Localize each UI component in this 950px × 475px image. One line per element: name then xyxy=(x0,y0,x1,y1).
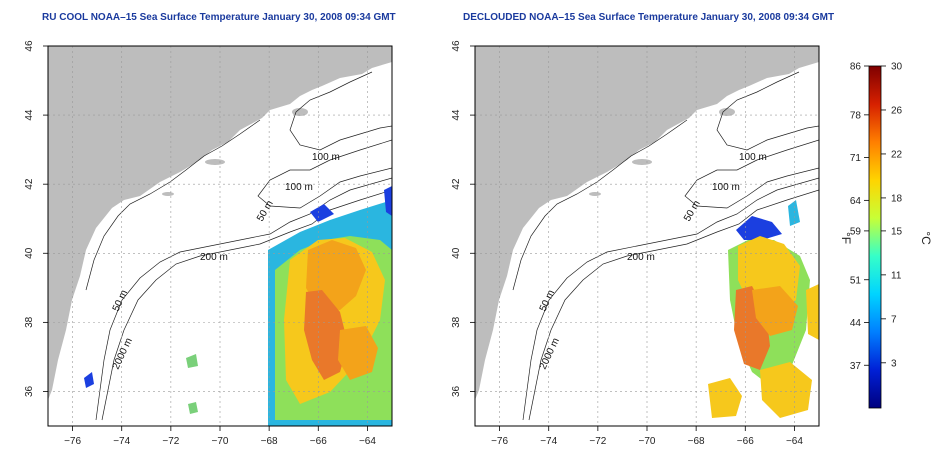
sst-data-left xyxy=(84,186,392,426)
x-tick-label: −64 xyxy=(786,436,803,447)
fahrenheit-label: °F xyxy=(839,232,853,244)
right-map-title: DECLOUDED NOAA–15 Sea Surface Temperatur… xyxy=(463,12,835,23)
colorbar-f-tick-label: 86 xyxy=(850,62,862,73)
colorbar-c-tick-label: 3 xyxy=(891,358,897,369)
y-tick-label: 36 xyxy=(451,385,462,397)
x-tick-label: −70 xyxy=(639,436,656,447)
y-tick-label: 38 xyxy=(451,316,462,328)
y-tick-label: 44 xyxy=(24,109,35,121)
bathymetry-contours xyxy=(512,71,819,421)
colorbar-c-tick-label: 15 xyxy=(891,226,903,237)
contour-label: 100 m xyxy=(712,182,740,193)
colorbar-f-tick-label: 44 xyxy=(850,318,862,329)
colorbar-c-tick-label: 26 xyxy=(891,105,903,116)
x-tick-label: −76 xyxy=(64,436,81,447)
left-map-panel: 100 m 100 m 50 m 200 m 50 m 2000 m −76 −7… xyxy=(24,40,393,447)
y-tick-label: 42 xyxy=(24,178,35,190)
axis-ticks: −76 −74 −72 −70 −68 −66 −64 36 38 40 42 44 46 xyxy=(451,40,803,447)
contour-label: 100 m xyxy=(312,152,340,163)
contour-label: 100 m xyxy=(285,182,313,193)
x-tick-label: −72 xyxy=(162,436,179,447)
y-tick-label: 40 xyxy=(451,247,462,259)
colorbar-gradient xyxy=(868,65,882,409)
land-mass xyxy=(48,46,392,400)
y-tick-label: 44 xyxy=(451,109,462,121)
graticule-grid xyxy=(48,46,392,426)
x-tick-label: −70 xyxy=(212,436,229,447)
land-mass xyxy=(475,46,819,400)
sst-data-right xyxy=(708,200,819,418)
x-tick-label: −66 xyxy=(737,436,754,447)
y-tick-label: 42 xyxy=(451,178,462,190)
colorbar-c-tick-label: 30 xyxy=(891,62,903,73)
y-tick-label: 36 xyxy=(24,385,35,397)
islands xyxy=(162,108,308,196)
contour-label: 200 m xyxy=(200,252,228,263)
colorbar-c-tick-label: 18 xyxy=(891,193,903,204)
x-tick-label: −68 xyxy=(688,436,705,447)
y-tick-label: 40 xyxy=(24,247,35,259)
temperature-colorbar: 86 78 71 64 59 51 44 37 30 26 22 18 15 11 7 3 °F °C xyxy=(839,62,933,409)
colorbar-f-tick-label: 59 xyxy=(850,226,862,237)
x-tick-label: −68 xyxy=(261,436,278,447)
colorbar-ticks: 86 78 71 64 59 51 44 37 30 26 22 18 15 11 7 3 xyxy=(850,62,903,372)
x-tick-label: −76 xyxy=(491,436,508,447)
graticule-grid xyxy=(475,46,819,426)
x-tick-label: −72 xyxy=(589,436,606,447)
colorbar-f-tick-label: 78 xyxy=(850,110,862,121)
colorbar-c-tick-label: 11 xyxy=(891,270,902,281)
colorbar-c-tick-label: 22 xyxy=(891,149,903,160)
y-tick-label: 38 xyxy=(24,316,35,328)
contour-label: 200 m xyxy=(627,252,655,263)
celsius-label: °C xyxy=(919,231,933,245)
contour-label: 100 m xyxy=(739,152,767,163)
colorbar-f-tick-label: 64 xyxy=(850,196,862,207)
x-tick-label: −64 xyxy=(359,436,376,447)
y-tick-label: 46 xyxy=(451,40,462,52)
x-tick-label: −66 xyxy=(310,436,327,447)
colorbar-f-tick-label: 71 xyxy=(850,153,862,164)
colorbar-f-tick-label: 51 xyxy=(850,275,862,286)
left-map-title: RU COOL NOAA–15 Sea Surface Temperature … xyxy=(42,12,396,23)
x-tick-label: −74 xyxy=(540,436,557,447)
y-tick-label: 46 xyxy=(24,40,35,52)
right-map-panel: 100 m 100 m 50 m 200 m 50 m 2000 m −76 −7… xyxy=(451,40,820,447)
colorbar-f-tick-label: 37 xyxy=(850,361,862,372)
colorbar-c-tick-label: 7 xyxy=(891,314,897,325)
x-tick-label: −74 xyxy=(113,436,130,447)
axis-ticks: −76 −74 −72 −70 −68 −66 −64 36 38 40 42 44 46 xyxy=(24,40,376,447)
